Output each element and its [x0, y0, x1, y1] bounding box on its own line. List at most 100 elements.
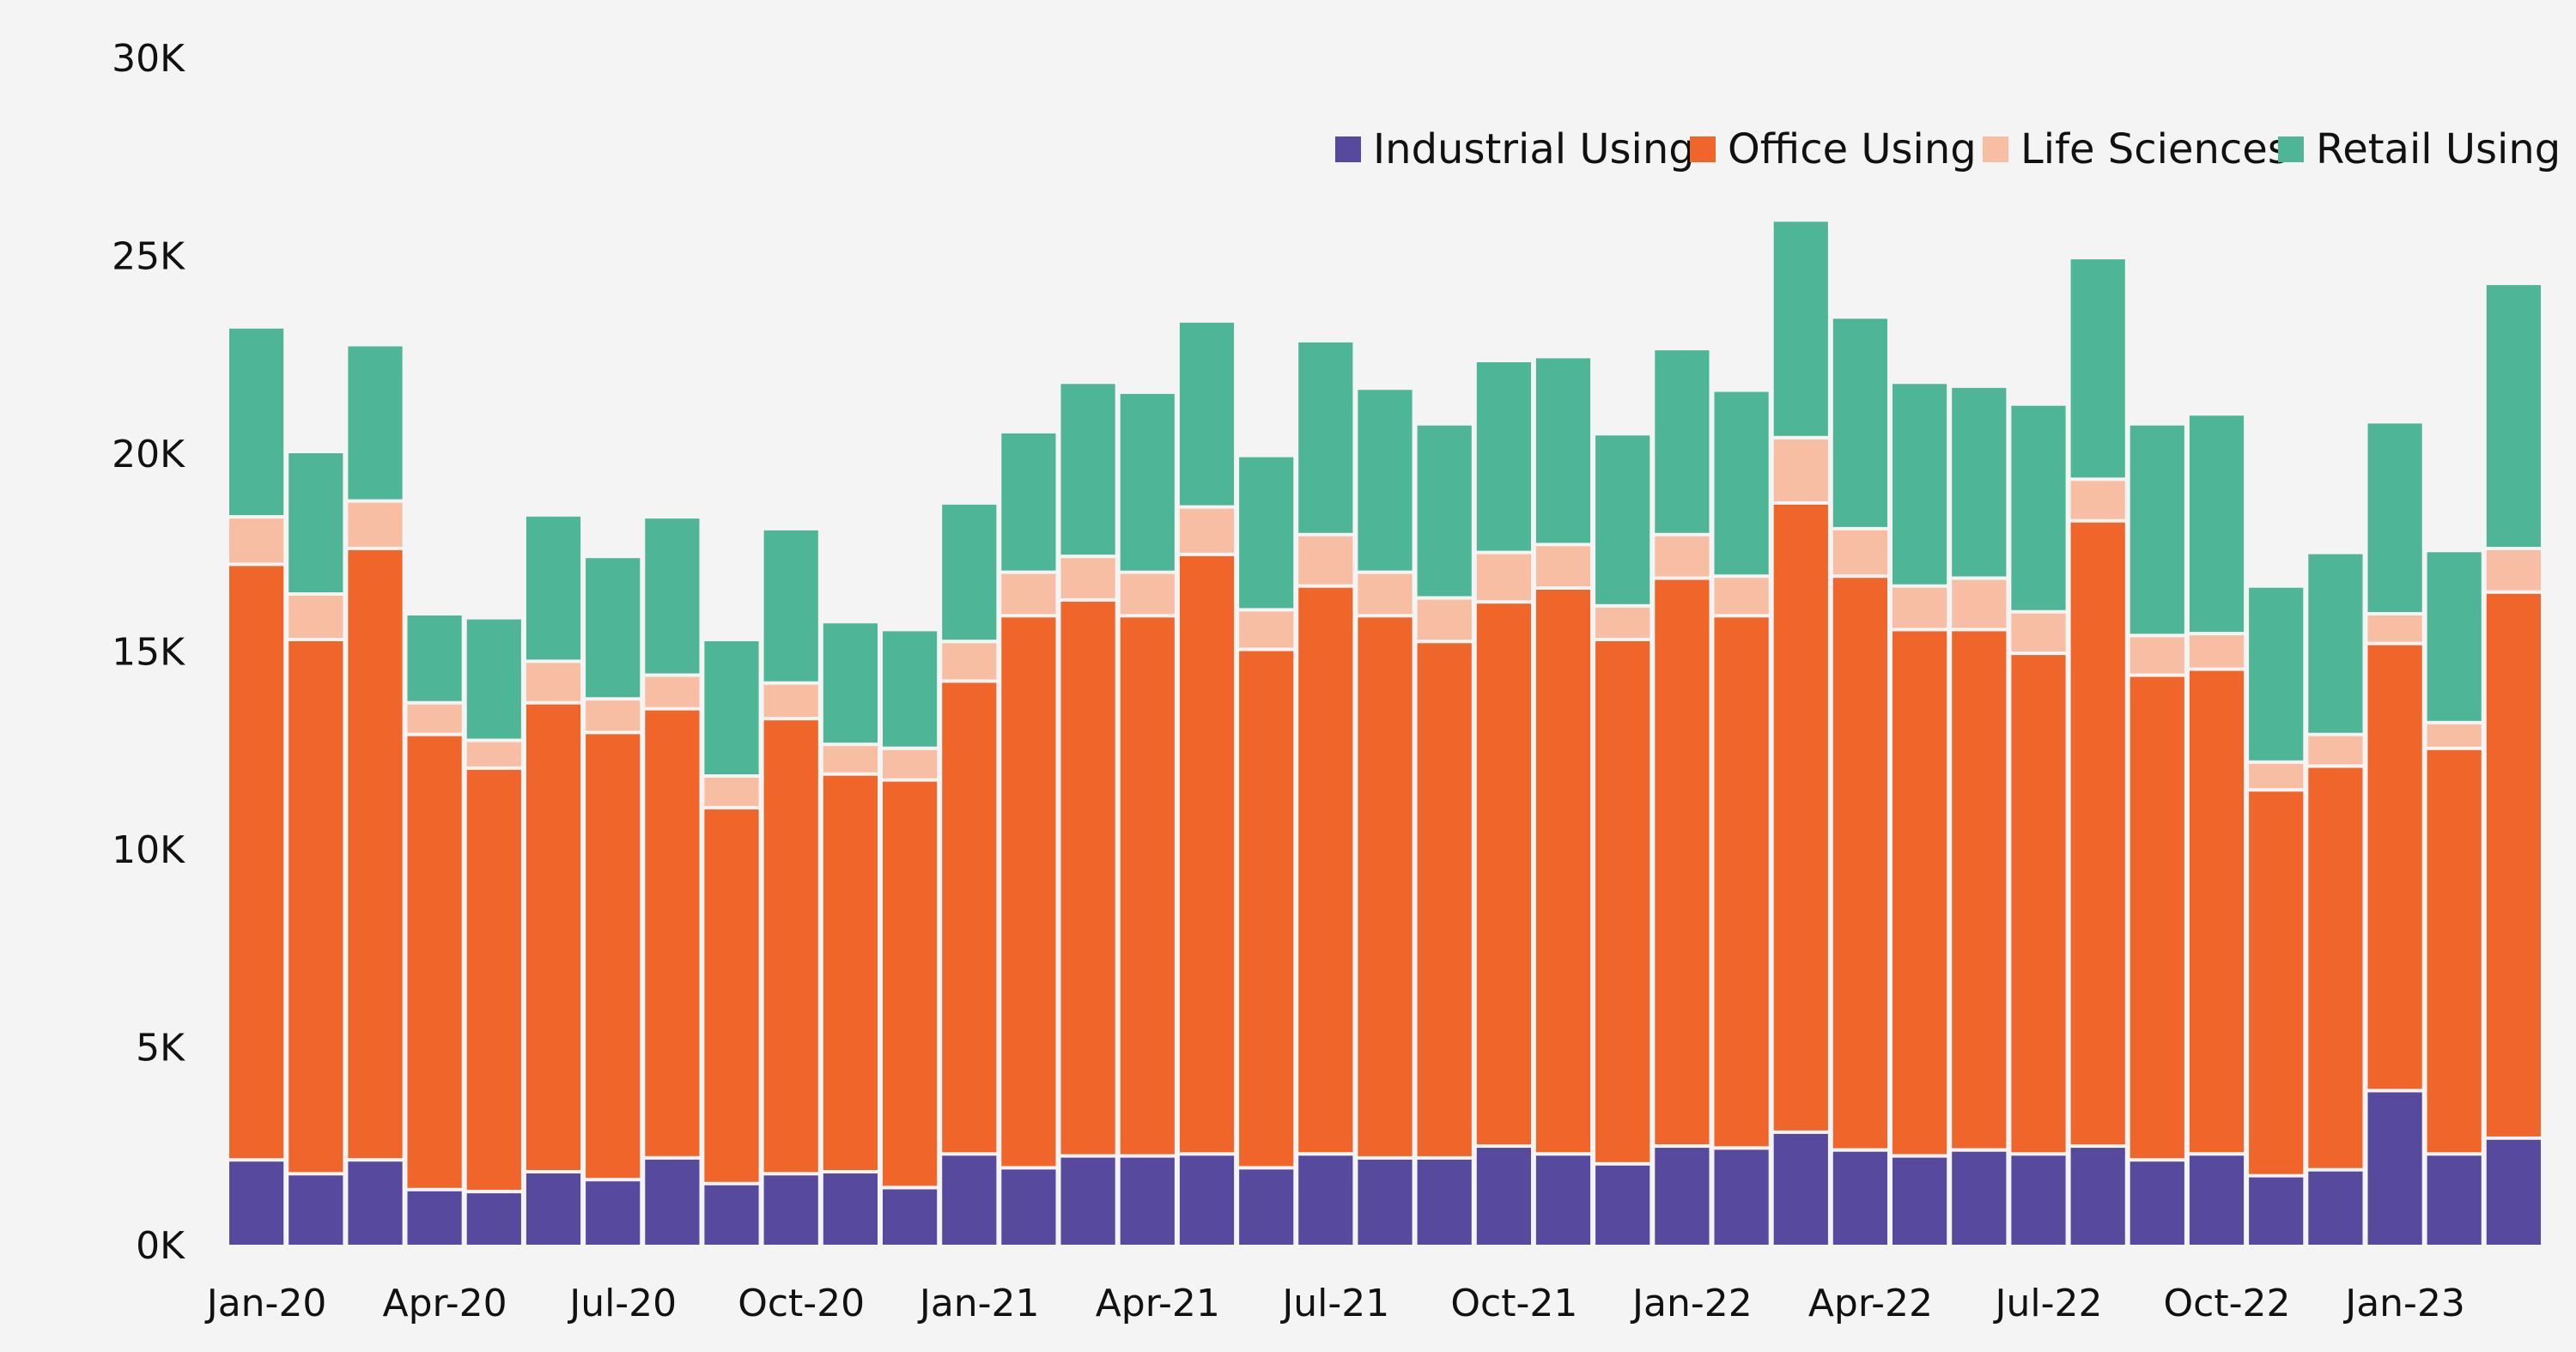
bar-segment-life-sciences	[1417, 599, 1472, 640]
bar-segment-retail-using	[1952, 387, 2007, 577]
bar-segment-retail-using	[2427, 552, 2482, 721]
bar-segment-industrial-using	[348, 1161, 403, 1245]
bar-segment-office-using	[883, 781, 938, 1186]
bar-segment-industrial-using	[823, 1173, 878, 1245]
bar-column	[2011, 405, 2066, 1245]
legend-swatch	[1983, 136, 2008, 162]
bar-segment-industrial-using	[883, 1189, 938, 1245]
bar-segment-life-sciences	[1773, 439, 1828, 501]
bar-segment-retail-using	[1060, 384, 1115, 555]
bar-segment-industrial-using	[1120, 1157, 1175, 1245]
bar-column	[526, 516, 581, 1245]
bar-column	[645, 518, 700, 1245]
bar-segment-retail-using	[2249, 587, 2304, 761]
bar-segment-life-sciences	[942, 643, 997, 680]
bar-segment-industrial-using	[1417, 1159, 1472, 1245]
bar-column	[1239, 457, 1294, 1245]
x-tick-label: Oct-22	[2164, 1282, 2291, 1325]
bar-segment-industrial-using	[2129, 1161, 2184, 1245]
y-tick-label: 0K	[136, 1224, 185, 1268]
bar-segment-retail-using	[2129, 425, 2184, 634]
bar-segment-retail-using	[2486, 285, 2541, 547]
bar-segment-industrial-using	[1893, 1157, 1947, 1245]
bar-segment-retail-using	[289, 453, 343, 592]
bar-segment-life-sciences	[1535, 546, 1591, 586]
bar-segment-office-using	[1893, 631, 1947, 1155]
bar-segment-life-sciences	[1655, 536, 1710, 577]
bar-column	[466, 619, 521, 1245]
bar-segment-retail-using	[645, 518, 700, 674]
x-tick-label: Jan-21	[917, 1282, 1040, 1325]
bar-segment-life-sciences	[1120, 573, 1175, 615]
bar-segment-retail-using	[526, 516, 581, 660]
bar-segment-retail-using	[1595, 435, 1650, 604]
bar-segment-life-sciences	[1832, 530, 1887, 575]
bar-segment-life-sciences	[2486, 549, 2541, 591]
bar-segment-industrial-using	[2308, 1171, 2363, 1245]
bar-column	[1001, 433, 1056, 1245]
bar-column	[2308, 554, 2363, 1245]
x-tick-label: Jan-22	[1630, 1282, 1753, 1325]
bar-segment-industrial-using	[1001, 1169, 1056, 1245]
legend-item: Office Using	[1690, 125, 1977, 173]
x-tick-label: Jul-22	[1993, 1282, 2103, 1325]
bar-column	[1535, 358, 1591, 1245]
bar-segment-life-sciences	[1952, 579, 2007, 628]
bar-column	[1298, 342, 1353, 1245]
bar-column	[2427, 552, 2482, 1245]
bar-segment-retail-using	[763, 530, 818, 682]
bar-segment-life-sciences	[763, 684, 818, 718]
bar-column	[2189, 415, 2245, 1245]
bar-segment-retail-using	[1358, 390, 1413, 571]
bar-segment-industrial-using	[2367, 1092, 2422, 1245]
bar-segment-life-sciences	[2129, 637, 2184, 674]
bar-segment-office-using	[2308, 767, 2363, 1168]
bar-column	[1417, 425, 1472, 1245]
legend-label: Industrial Using	[1373, 125, 1695, 173]
x-axis: Jan-20 Apr-20 Jul-20 Oct-20 Jan-21 Apr-21 Jul-…	[204, 1282, 2465, 1325]
x-tick-label: Jan-20	[204, 1282, 327, 1325]
bar-segment-office-using	[407, 736, 462, 1188]
bar-column	[1120, 393, 1175, 1245]
bar-segment-industrial-using	[1060, 1157, 1115, 1245]
bar-segment-industrial-using	[2249, 1177, 2304, 1245]
bar-column	[1595, 435, 1650, 1245]
y-tick-label: 20K	[112, 433, 185, 476]
bar-segment-office-using	[526, 704, 581, 1170]
bar-column	[1358, 390, 1413, 1245]
bar-segment-retail-using	[466, 619, 521, 739]
bar-column	[763, 530, 818, 1245]
bar-segment-office-using	[1120, 617, 1175, 1155]
x-tick-label: Oct-21	[1450, 1282, 1577, 1325]
legend-item: Retail Using	[2278, 125, 2561, 173]
bar-segment-life-sciences	[1476, 554, 1531, 601]
y-tick-label: 5K	[136, 1027, 185, 1070]
bar-segment-life-sciences	[704, 778, 759, 806]
bar-segment-retail-using	[1120, 393, 1175, 571]
bar-segment-office-using	[348, 549, 403, 1159]
bar-segment-retail-using	[1417, 425, 1472, 597]
x-tick-label: Jul-20	[567, 1282, 677, 1325]
bar-segment-retail-using	[2070, 259, 2125, 478]
bar-segment-retail-using	[883, 631, 938, 747]
bar-segment-life-sciences	[1001, 573, 1056, 615]
bar-column	[883, 631, 938, 1245]
bar-column	[2249, 587, 2304, 1245]
y-tick-label: 30K	[112, 37, 185, 81]
bar-segment-retail-using	[1298, 342, 1353, 533]
bar-segment-life-sciences	[1595, 607, 1650, 638]
bar-segment-retail-using	[1655, 350, 1710, 533]
bar-segment-life-sciences	[526, 663, 581, 701]
bar-segment-life-sciences	[1358, 573, 1413, 615]
bar-column	[1179, 322, 1235, 1245]
bar-segment-office-using	[1952, 631, 2007, 1149]
bar-segment-industrial-using	[2070, 1148, 2125, 1245]
bar-column	[1773, 221, 1828, 1245]
bar-segment-industrial-using	[2486, 1139, 2541, 1245]
bar-segment-office-using	[1060, 601, 1115, 1155]
bar-segment-office-using	[1358, 617, 1413, 1156]
bar-segment-office-using	[1179, 555, 1235, 1153]
bar-segment-industrial-using	[1476, 1148, 1531, 1245]
bar-segment-life-sciences	[348, 502, 403, 547]
